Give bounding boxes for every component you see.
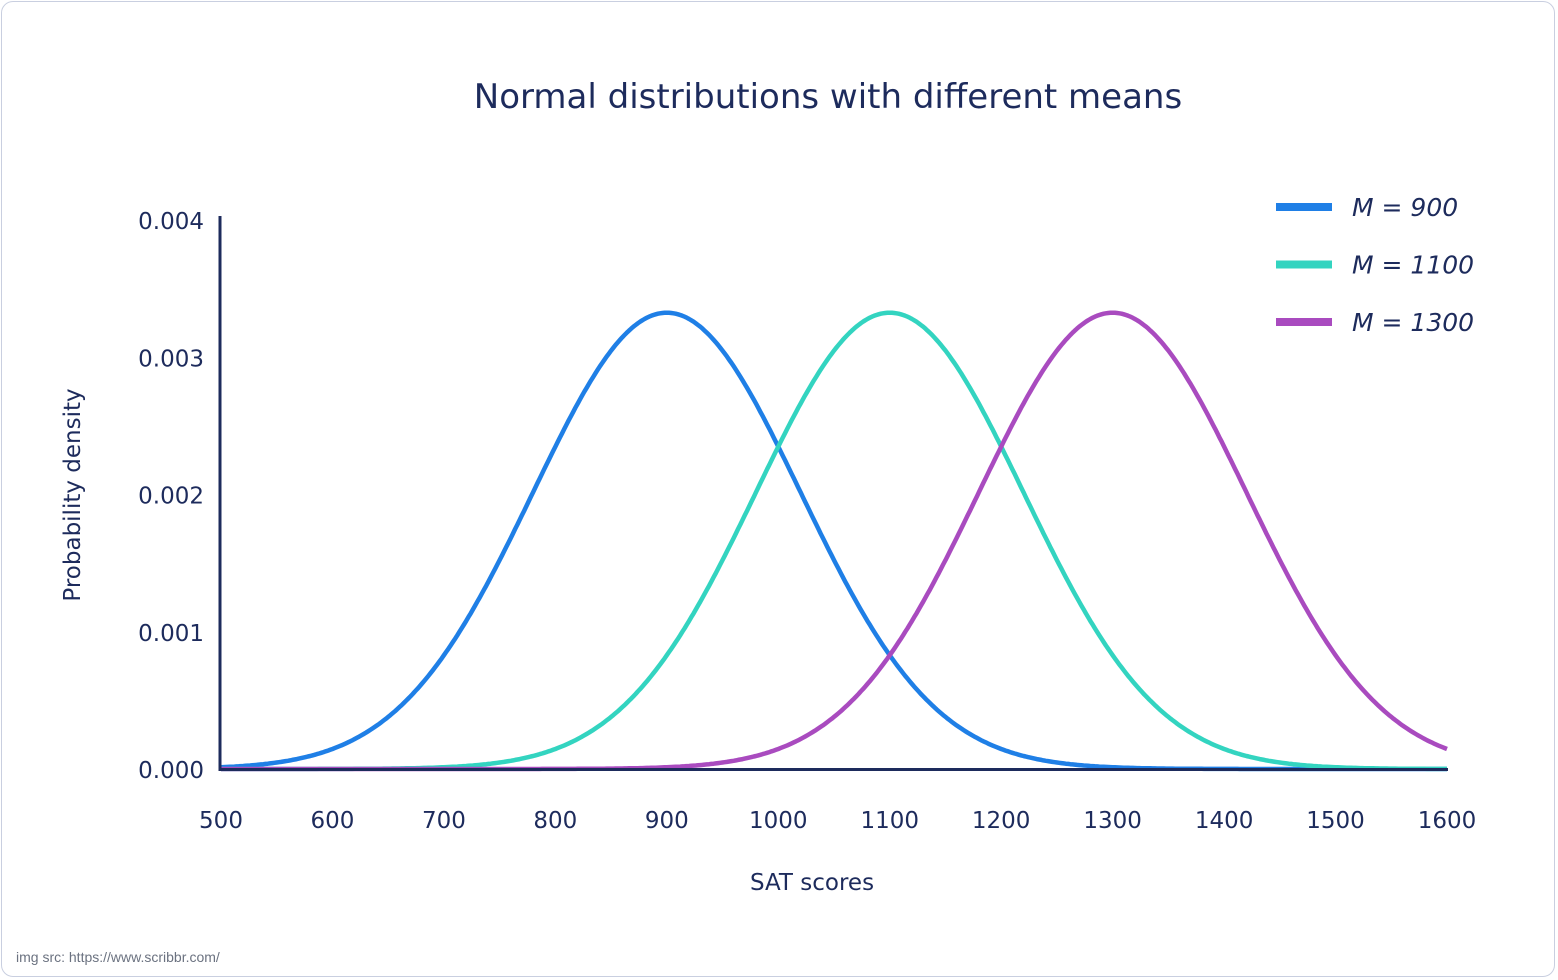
x-axis-label: SAT scores [750, 870, 874, 896]
x-tick-label: 1400 [1195, 808, 1254, 834]
x-tick-label: 900 [645, 808, 689, 834]
y-tick-label: 0.004 [138, 209, 204, 235]
image-source: img src: https://www.scribbr.com/ [16, 949, 220, 965]
legend-label: M = 1100 [1352, 251, 1474, 280]
y-tick-label: 0.003 [138, 346, 204, 372]
chart-title: Normal distributions with different mean… [474, 77, 1182, 117]
legend-swatch [1276, 260, 1332, 269]
legend-swatch [1276, 318, 1332, 326]
x-tick-label: 600 [311, 808, 355, 834]
x-tick-label: 500 [199, 808, 243, 834]
legend-swatch [1276, 203, 1332, 211]
x-tick-label: 1300 [1083, 808, 1142, 834]
x-tick-label: 1600 [1418, 808, 1477, 834]
x-tick-label: 700 [422, 808, 466, 834]
legend: M = 900 M = 1100 M = 1300 [1276, 193, 1474, 337]
legend-label: M = 1300 [1352, 308, 1474, 337]
y-axis-label: Probability density [60, 388, 86, 601]
x-tick-label: 1500 [1306, 808, 1365, 834]
x-tick-label: 1200 [972, 808, 1031, 834]
legend-label: M = 900 [1352, 193, 1458, 222]
y-tick-label: 0.000 [138, 758, 204, 784]
series-line-900 [220, 310, 1448, 772]
x-tick-label: 1000 [749, 808, 808, 834]
x-tick-label: 1100 [860, 808, 919, 834]
y-tick-label: 0.002 [138, 484, 204, 510]
x-tick-label: 800 [533, 808, 577, 834]
y-tick-label: 0.001 [138, 621, 204, 647]
